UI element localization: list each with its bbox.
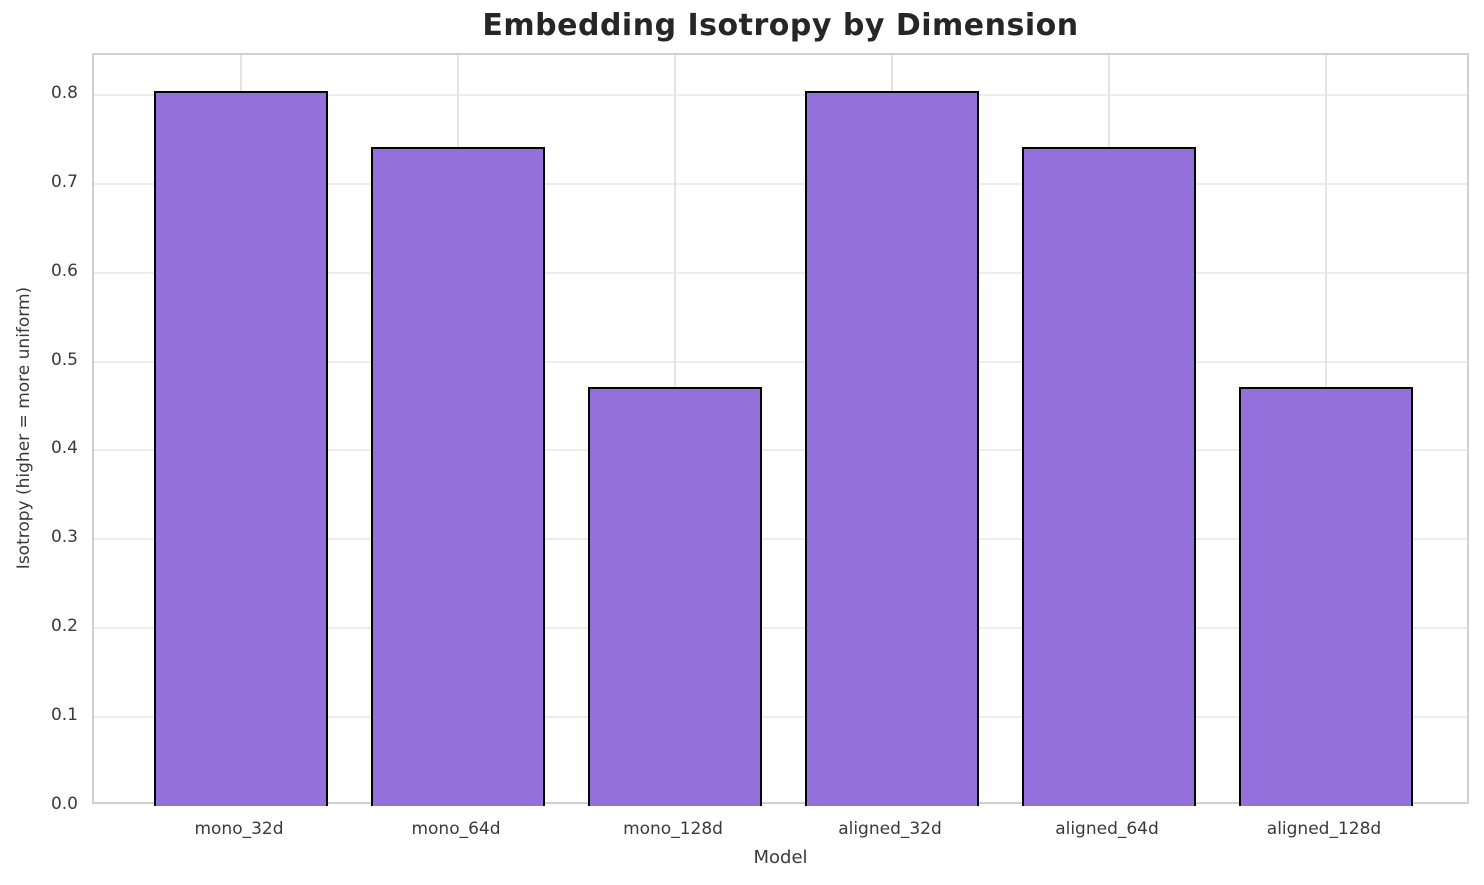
bar-aligned_128d [1239,386,1413,806]
chart-title: Embedding Isotropy by Dimension [482,8,1079,43]
y-tick-label: 0.7 [50,171,78,192]
bar-mono_64d [371,147,545,806]
x-tick-label: mono_128d [623,819,723,839]
gridline-horizontal [94,360,1467,363]
y-tick-label: 0.8 [50,82,78,103]
y-tick-label: 0.4 [50,438,78,459]
x-tick-label: aligned_32d [838,819,942,839]
y-tick-label: 0.5 [50,349,78,370]
gridline-horizontal [94,271,1467,274]
y-tick-label: 0.0 [50,794,78,814]
y-tick-label: 0.3 [50,527,78,548]
gridline-horizontal [94,538,1467,541]
gridline-horizontal [94,627,1467,630]
y-tick-label: 0.2 [50,616,78,637]
bar-mono_32d [154,90,328,806]
bar-aligned_32d [805,90,979,806]
x-tick-label: aligned_64d [1055,819,1159,839]
x-tick-label: mono_32d [194,819,284,839]
gridline-horizontal [94,449,1467,452]
plot-area [92,53,1469,806]
bar-aligned_64d [1022,147,1196,806]
x-tick-label: aligned_128d [1266,819,1382,839]
y-tick-label: 0.6 [50,260,78,281]
y-tick-label: 0.1 [50,705,78,726]
x-tick-label: mono_64d [411,819,501,839]
gridline-horizontal [94,93,1467,96]
x-axis-label: Model [753,847,808,868]
gridline-horizontal [94,716,1467,719]
gridline-horizontal [94,182,1467,185]
bar-mono_128d [588,386,762,806]
